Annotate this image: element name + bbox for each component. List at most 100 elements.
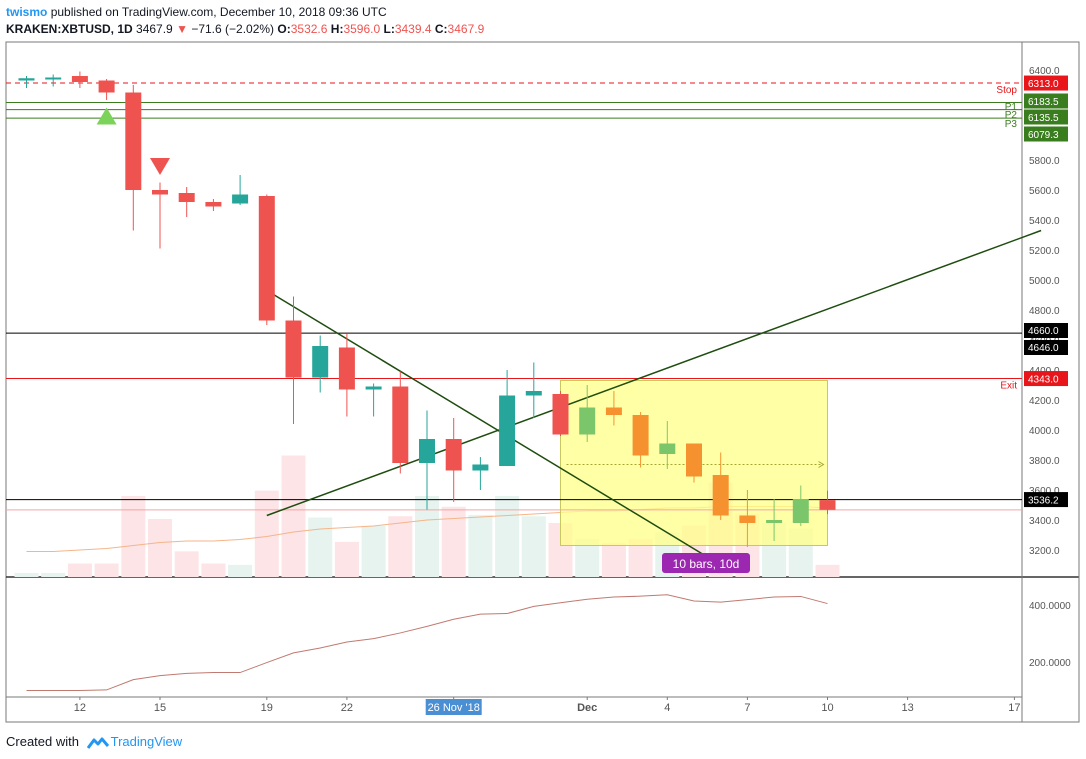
level-tag: 3536.2 <box>1028 496 1059 507</box>
volume-bar <box>14 572 39 577</box>
candle-body <box>659 443 676 454</box>
buy-triangle-icon <box>96 107 117 125</box>
time-tick: 19 <box>261 702 273 714</box>
volume-bar <box>148 518 172 577</box>
time-tick: 15 <box>154 702 166 714</box>
price-tick: 3800.0 <box>1029 456 1060 467</box>
candle-body <box>312 346 329 378</box>
volume-bar <box>441 506 466 577</box>
candle-body <box>98 80 115 93</box>
candle-body <box>18 78 35 81</box>
symbol-name[interactable]: KRAKEN:XBTUSD, 1D <box>6 22 133 36</box>
candle-body <box>45 77 62 80</box>
indicator-tick: 200.0000 <box>1029 658 1071 669</box>
level-label: Exit <box>1000 381 1017 392</box>
candle-body <box>392 386 409 463</box>
level-tag-box <box>1024 492 1068 508</box>
candle-body <box>712 475 729 516</box>
candle-body <box>338 347 355 390</box>
volume-bar <box>41 572 66 577</box>
volume-bar <box>468 514 493 577</box>
volume-bar <box>308 517 333 577</box>
candle-body <box>71 76 88 82</box>
level-tag: 4343.0 <box>1028 375 1059 386</box>
volume-bar <box>254 490 279 577</box>
down-arrow-icon: ▼ <box>176 22 188 36</box>
low-label: L: <box>383 22 395 36</box>
open-value: 3532.6 <box>290 22 328 36</box>
indicator-line <box>26 594 828 691</box>
time-tick: 17 <box>1008 702 1020 714</box>
candle-body <box>605 407 622 415</box>
candle-body <box>579 407 596 435</box>
volume-bar <box>94 563 119 577</box>
price-tick: 5600.0 <box>1029 186 1060 197</box>
price-tick: 5000.0 <box>1029 276 1060 287</box>
level-tag-box <box>1024 109 1068 125</box>
indicator-tick: 400.0000 <box>1029 601 1071 612</box>
author-link[interactable]: twismo <box>6 5 48 19</box>
candle-body <box>285 320 302 378</box>
axis-frame <box>1021 41 1080 723</box>
symbol-line: KRAKEN:XBTUSD, 1D 3467.9 ▼ −71.6 (−2.02%… <box>6 22 484 36</box>
price-tick: 4200.0 <box>1029 396 1060 407</box>
time-tick: 12 <box>74 702 86 714</box>
candle-body <box>205 202 222 207</box>
volume-bar <box>174 551 199 577</box>
price-tick: 3600.0 <box>1029 486 1060 497</box>
level-tag: 4660.0 <box>1028 326 1059 337</box>
close-label: C: <box>434 22 448 36</box>
volume-bar <box>388 516 413 577</box>
trendline <box>266 229 1042 517</box>
time-cursor-box <box>425 699 482 715</box>
range-label: 10 bars, 10d <box>673 557 740 571</box>
price-tick: 3400.0 <box>1029 516 1060 527</box>
volume-bar <box>228 564 253 577</box>
level-label: P3 <box>1005 119 1018 130</box>
volume-bar <box>67 563 92 577</box>
price-tick: 5800.0 <box>1029 156 1060 167</box>
price-change: −71.6 (−2.02%) <box>191 22 275 36</box>
high-label: H: <box>330 22 344 36</box>
volume-bar <box>201 563 226 577</box>
trendline <box>266 289 722 566</box>
time-tick: 4 <box>664 702 670 714</box>
tradingview-logo-icon <box>86 737 109 749</box>
candle-body <box>552 394 569 435</box>
candle-body <box>525 391 542 396</box>
tradingview-brand-link[interactable]: TradingView <box>110 734 183 749</box>
candle-body <box>152 190 168 195</box>
volume-bar <box>121 496 146 577</box>
volume-bar <box>495 496 520 577</box>
time-tick: 10 <box>821 702 833 714</box>
candle-body <box>739 515 756 523</box>
candle-body <box>766 520 783 523</box>
candle-body <box>819 500 836 510</box>
candle-body <box>686 443 702 477</box>
candle-body <box>792 499 809 523</box>
level-tag: 4646.0 <box>1028 343 1059 354</box>
open-label: O: <box>277 22 291 36</box>
candle-body <box>178 193 195 202</box>
level-label: P2 <box>1005 110 1018 121</box>
price-tick: 5200.0 <box>1029 246 1060 257</box>
candle-body <box>419 439 435 463</box>
time-tick: 22 <box>341 702 353 714</box>
created-with-text: Created with <box>6 734 79 749</box>
close-value: 3467.9 <box>447 22 485 36</box>
volume-bar <box>601 543 626 577</box>
volume-bar <box>361 525 386 577</box>
volume-bar <box>815 564 840 577</box>
publish-line: twismo published on TradingView.com, Dec… <box>6 5 387 19</box>
last-price: 3467.9 <box>136 22 173 36</box>
level-label: Stop <box>996 85 1017 96</box>
price-tick: 3200.0 <box>1029 546 1060 557</box>
range-arrow-icon <box>818 461 825 468</box>
level-tag-box <box>1024 323 1068 338</box>
high-value: 3596.0 <box>343 22 381 36</box>
level-tag: 6079.3 <box>1028 130 1059 141</box>
price-chart[interactable]: 10 bars, 10d6400.06200.06000.05800.05600… <box>0 0 1086 728</box>
candle-body <box>472 464 489 471</box>
price-tick: 6400.0 <box>1029 66 1060 77</box>
volume-bar <box>281 455 306 577</box>
